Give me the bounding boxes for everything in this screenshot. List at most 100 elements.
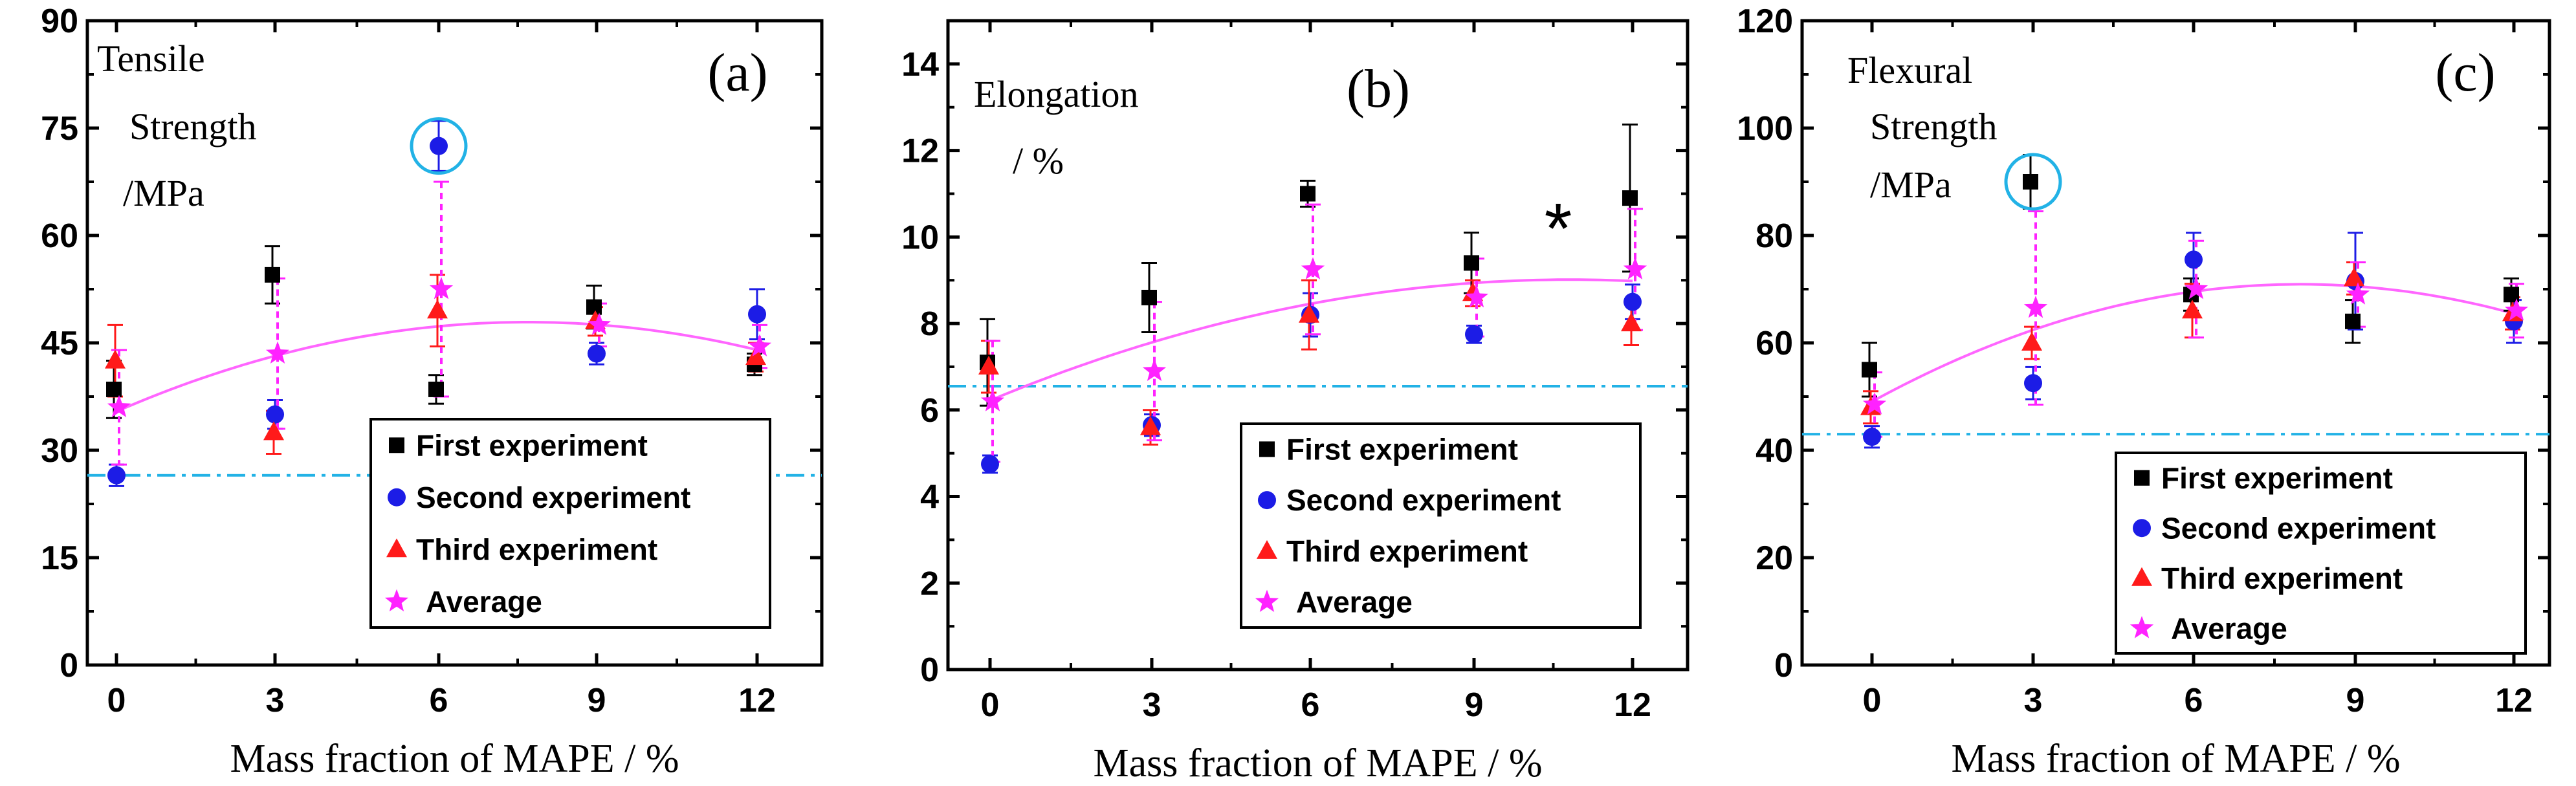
third-point xyxy=(2182,300,2203,319)
x-tick-label: 6 xyxy=(2185,682,2203,719)
y-tick-label: 0 xyxy=(920,651,939,689)
x-tick-label: 9 xyxy=(588,682,606,719)
y-tick-label: 40 xyxy=(1756,432,1793,470)
y-tick-label: 6 xyxy=(920,392,939,430)
second-point xyxy=(266,405,284,424)
average-point xyxy=(107,395,131,417)
legend-first-label: First experiment xyxy=(416,428,648,462)
third-point xyxy=(1621,312,1642,332)
plot-frame xyxy=(946,19,1690,671)
legend-average-label: Average xyxy=(1296,585,1413,619)
average-point xyxy=(429,277,454,300)
y-annotation-line: / % xyxy=(1013,140,1064,182)
third-point xyxy=(978,355,999,375)
legend-box xyxy=(369,418,771,629)
y-annotation-line: /MPa xyxy=(1870,164,1952,206)
first-point xyxy=(1464,255,1479,271)
second-point xyxy=(107,466,126,485)
x-tick-label: 9 xyxy=(1465,686,1484,724)
legend-second-marker xyxy=(1258,491,1276,510)
average-point xyxy=(747,334,772,356)
first-point xyxy=(1622,190,1638,206)
second-point xyxy=(2185,250,2203,269)
average-point xyxy=(1623,257,1647,279)
y-tick-label: 10 xyxy=(901,219,939,256)
average-point xyxy=(2023,296,2048,318)
legend: First experiment Second experiment Third e… xyxy=(1240,422,1642,629)
x-tick-label: 12 xyxy=(2495,682,2533,719)
second-point xyxy=(430,136,448,155)
x-tick-label: 12 xyxy=(1614,686,1651,724)
x-axis-title: Mass fraction of MAPE / % xyxy=(230,737,679,781)
first-point xyxy=(428,381,444,397)
legend-third-label: Third experiment xyxy=(416,532,657,566)
highlight-circle xyxy=(410,117,468,175)
third-point xyxy=(2021,332,2042,351)
y-annotation-line: /MPa xyxy=(123,172,204,214)
x-axis-title: Mass fraction of MAPE / % xyxy=(1094,741,1543,785)
legend-average-marker xyxy=(2130,616,2154,639)
x-tick-label: 6 xyxy=(430,682,448,719)
legend-first-label: First experiment xyxy=(2161,461,2393,495)
second-point xyxy=(588,344,606,363)
highlight-circle xyxy=(2004,153,2062,211)
legend-average-marker xyxy=(1255,589,1279,612)
panel-1: 0 15 30 45 60 75 90 0 3 6 9 12 Mass fraction of MAPE… xyxy=(41,3,824,781)
first-point xyxy=(2023,174,2038,190)
legend-third-label: Third experiment xyxy=(2161,562,2403,595)
y-tick-label: 12 xyxy=(901,133,939,170)
y-tick-label: 100 xyxy=(1737,110,1793,147)
y-tick-label: 15 xyxy=(41,540,78,577)
average-point xyxy=(1301,257,1325,279)
legend-second-marker xyxy=(388,488,406,507)
second-point xyxy=(1624,292,1642,311)
first-point xyxy=(106,381,122,397)
first-point xyxy=(2345,313,2361,329)
second-point xyxy=(1465,325,1483,344)
y-tick-label: 45 xyxy=(41,325,78,362)
legend-third-marker xyxy=(1257,540,1277,559)
panel-label: (c) xyxy=(2435,43,2495,103)
legend-first-marker xyxy=(389,437,404,453)
average-point xyxy=(2504,298,2529,321)
average-point xyxy=(2346,282,2370,305)
y-tick-label: 60 xyxy=(1756,325,1793,362)
average-point xyxy=(2184,277,2208,300)
third-point xyxy=(2344,267,2364,287)
average-point xyxy=(1862,392,1887,415)
legend-second-marker xyxy=(2133,519,2151,538)
third-point xyxy=(427,300,448,319)
y-tick-label: 90 xyxy=(41,3,78,40)
legend-third-label: Third experiment xyxy=(1286,534,1528,568)
y-tick-label: 0 xyxy=(60,647,78,684)
y-annotation-line: Strength xyxy=(129,105,257,147)
legend-average-label: Average xyxy=(426,585,542,618)
x-tick-label: 0 xyxy=(107,682,126,719)
first-point xyxy=(586,299,602,315)
y-tick-label: 14 xyxy=(901,46,939,83)
x-tick-label: 3 xyxy=(1143,686,1161,724)
y-annotation-line: Strength xyxy=(1870,105,1998,147)
legend: First experiment Second experiment Third e… xyxy=(2115,452,2527,655)
y-tick-label: 4 xyxy=(920,479,939,516)
y-tick-label: 2 xyxy=(920,565,939,602)
y-annotation-line: Elongation xyxy=(974,73,1139,115)
legend-second-label: Second experiment xyxy=(2161,511,2436,545)
second-point xyxy=(748,305,766,323)
legend-first-label: First experiment xyxy=(1286,432,1518,466)
x-tick-label: 3 xyxy=(266,682,285,719)
third-point xyxy=(1140,416,1161,435)
y-tick-label: 8 xyxy=(920,305,939,343)
first-point xyxy=(1141,289,1157,305)
second-point xyxy=(2024,374,2042,393)
second-point xyxy=(1863,428,1881,446)
x-tick-label: 12 xyxy=(738,682,776,719)
legend-second-label: Second experiment xyxy=(416,481,690,514)
y-tick-label: 0 xyxy=(1774,647,1793,684)
first-point xyxy=(265,267,280,283)
y-tick-label: 75 xyxy=(41,110,78,147)
average-point xyxy=(980,389,1005,411)
third-point xyxy=(263,421,284,441)
third-point xyxy=(105,349,126,369)
